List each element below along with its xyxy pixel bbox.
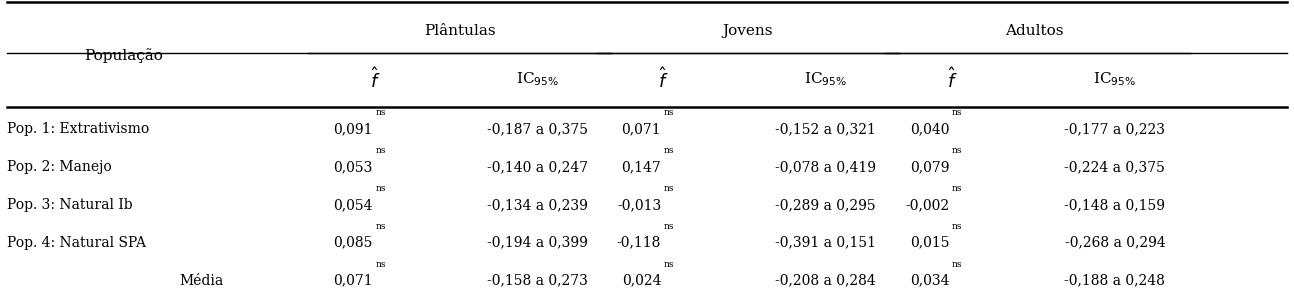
- Text: ns: ns: [375, 184, 386, 193]
- Text: População: População: [84, 48, 163, 63]
- Text: 0,091: 0,091: [334, 122, 373, 136]
- Text: Plântulas: Plântulas: [423, 24, 496, 38]
- Text: 0,053: 0,053: [334, 160, 373, 174]
- Text: -0,188 a 0,248: -0,188 a 0,248: [1065, 274, 1166, 288]
- Text: -0,194 a 0,399: -0,194 a 0,399: [487, 236, 587, 250]
- Text: -0,078 a 0,419: -0,078 a 0,419: [775, 160, 876, 174]
- Text: -0,289 a 0,295: -0,289 a 0,295: [775, 198, 876, 212]
- Text: $\hat{f}$: $\hat{f}$: [659, 67, 669, 92]
- Text: -0,268 a 0,294: -0,268 a 0,294: [1065, 236, 1166, 250]
- Text: $\hat{f}$: $\hat{f}$: [370, 67, 380, 92]
- Text: IC$_{95\%}$: IC$_{95\%}$: [1093, 71, 1136, 88]
- Text: ns: ns: [664, 260, 674, 269]
- Text: Média: Média: [179, 274, 223, 288]
- Text: 0,024: 0,024: [621, 274, 661, 288]
- Text: ns: ns: [375, 222, 386, 231]
- Text: ns: ns: [375, 108, 386, 117]
- Text: Adultos: Adultos: [1005, 24, 1064, 38]
- Text: ns: ns: [664, 184, 674, 193]
- Text: -0,187 a 0,375: -0,187 a 0,375: [487, 122, 587, 136]
- Text: ns: ns: [375, 260, 386, 269]
- Text: 0,079: 0,079: [910, 160, 950, 174]
- Text: Pop. 3: Natural Ib: Pop. 3: Natural Ib: [8, 198, 133, 212]
- Text: 0,071: 0,071: [334, 274, 373, 288]
- Text: ns: ns: [952, 108, 963, 117]
- Text: $\hat{f}$: $\hat{f}$: [947, 67, 958, 92]
- Text: -0,118: -0,118: [617, 236, 661, 250]
- Text: Pop. 4: Natural SPA: Pop. 4: Natural SPA: [8, 236, 146, 250]
- Text: -0,391 a 0,151: -0,391 a 0,151: [775, 236, 876, 250]
- Text: ns: ns: [952, 184, 963, 193]
- Text: ns: ns: [664, 146, 674, 155]
- Text: 0,071: 0,071: [621, 122, 661, 136]
- Text: 0,085: 0,085: [334, 236, 373, 250]
- Text: -0,013: -0,013: [617, 198, 661, 212]
- Text: -0,177 a 0,223: -0,177 a 0,223: [1065, 122, 1166, 136]
- Text: ns: ns: [952, 222, 963, 231]
- Text: -0,148 a 0,159: -0,148 a 0,159: [1065, 198, 1166, 212]
- Text: ns: ns: [664, 222, 674, 231]
- Text: Jovens: Jovens: [722, 24, 773, 38]
- Text: -0,134 a 0,239: -0,134 a 0,239: [487, 198, 587, 212]
- Text: ns: ns: [952, 260, 963, 269]
- Text: 0,034: 0,034: [910, 274, 950, 288]
- Text: -0,140 a 0,247: -0,140 a 0,247: [487, 160, 587, 174]
- Text: 0,147: 0,147: [621, 160, 661, 174]
- Text: IC$_{95\%}$: IC$_{95\%}$: [515, 71, 559, 88]
- Text: Pop. 1: Extrativismo: Pop. 1: Extrativismo: [8, 122, 149, 136]
- Text: 0,015: 0,015: [910, 236, 950, 250]
- Text: -0,002: -0,002: [906, 198, 950, 212]
- Text: Pop. 2: Manejo: Pop. 2: Manejo: [8, 160, 111, 174]
- Text: ns: ns: [952, 146, 963, 155]
- Text: ns: ns: [375, 146, 386, 155]
- Text: -0,152 a 0,321: -0,152 a 0,321: [775, 122, 876, 136]
- Text: 0,054: 0,054: [334, 198, 373, 212]
- Text: -0,158 a 0,273: -0,158 a 0,273: [487, 274, 587, 288]
- Text: -0,224 a 0,375: -0,224 a 0,375: [1065, 160, 1166, 174]
- Text: 0,040: 0,040: [910, 122, 950, 136]
- Text: -0,208 a 0,284: -0,208 a 0,284: [775, 274, 876, 288]
- Text: ns: ns: [664, 108, 674, 117]
- Text: IC$_{95\%}$: IC$_{95\%}$: [804, 71, 846, 88]
